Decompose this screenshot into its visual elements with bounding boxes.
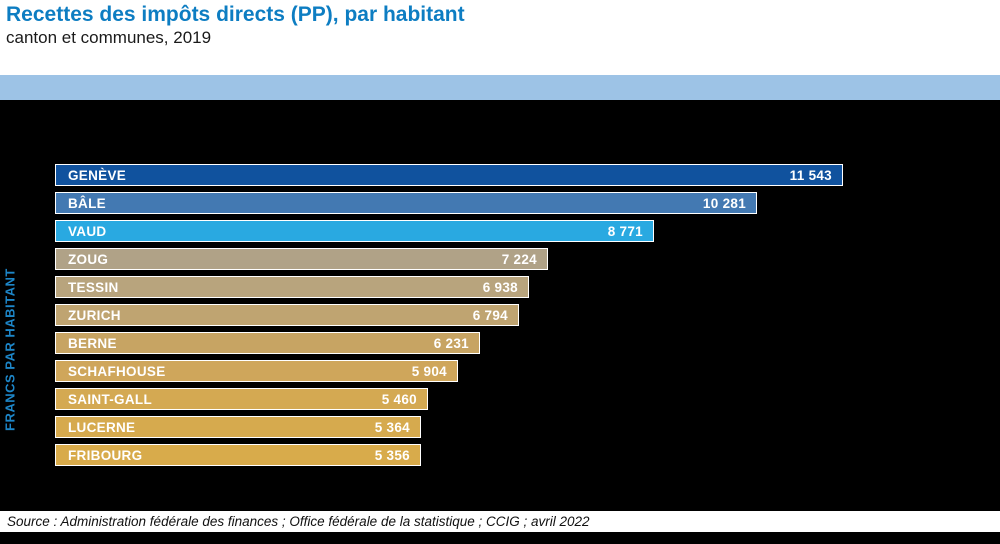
bar-category-label: BERNE xyxy=(68,335,117,351)
page-subtitle: canton et communes, 2019 xyxy=(6,28,212,48)
source-text: Source : Administration fédérale des fin… xyxy=(7,514,590,529)
bar-row: GENÈVE 11 543 xyxy=(55,164,843,186)
bar-row: TESSIN 6 938 xyxy=(55,276,529,298)
source-band: Source : Administration fédérale des fin… xyxy=(0,511,1000,532)
bar-row: BÂLE 10 281 xyxy=(55,192,757,214)
bar-category-label: ZOUG xyxy=(68,251,109,267)
bar-row: ZOUG 7 224 xyxy=(55,248,548,270)
bar-value-label: 5 364 xyxy=(374,419,410,435)
bar-chart: GENÈVE 11 543 BÂLE 10 281 VAUD 8 771 ZOUG 7 224… xyxy=(55,164,843,472)
bar-value-label: 5 904 xyxy=(411,363,447,379)
decorative-bottom-strip xyxy=(0,532,1000,544)
bar-category-label: SAINT-GALL xyxy=(68,391,152,407)
chart-area: FRANCS PAR HABITANT GENÈVE 11 543 BÂLE 10 2… xyxy=(0,100,1000,511)
bar-value-label: 5 356 xyxy=(374,447,410,463)
bar-value-label: 6 938 xyxy=(482,279,518,295)
bar-value-label: 11 543 xyxy=(789,167,832,183)
bar-value-label: 6 231 xyxy=(433,335,469,351)
bar-value-label: 8 771 xyxy=(607,223,643,239)
bar-category-label: LUCERNE xyxy=(68,419,136,435)
bar-value-label: 6 794 xyxy=(472,307,508,323)
bar-category-label: TESSIN xyxy=(68,279,119,295)
bar-category-label: BÂLE xyxy=(68,195,106,211)
bar-row: FRIBOURG 5 356 xyxy=(55,444,421,466)
y-axis-label: FRANCS PAR HABITANT xyxy=(2,268,18,432)
page-title: Recettes des impôts directs (PP), par ha… xyxy=(6,3,465,26)
bar-category-label: FRIBOURG xyxy=(68,447,143,463)
bar-row: SAINT-GALL 5 460 xyxy=(55,388,428,410)
bar-category-label: ZURICH xyxy=(68,307,121,323)
bar-category-label: GENÈVE xyxy=(68,167,127,183)
decorative-blue-band xyxy=(0,75,1000,100)
bar-value-label: 10 281 xyxy=(702,195,746,211)
bar-category-label: VAUD xyxy=(68,223,107,239)
bar-category-label: SCHAFHOUSE xyxy=(68,363,166,379)
chart-header: Recettes des impôts directs (PP), par ha… xyxy=(0,0,1000,75)
bar-value-label: 7 224 xyxy=(501,251,537,267)
bar-row: ZURICH 6 794 xyxy=(55,304,519,326)
bar-value-label: 5 460 xyxy=(381,391,417,407)
bar-row: VAUD 8 771 xyxy=(55,220,654,242)
bar-row: SCHAFHOUSE 5 904 xyxy=(55,360,458,382)
bar-row: LUCERNE 5 364 xyxy=(55,416,421,438)
bar-row: BERNE 6 231 xyxy=(55,332,480,354)
